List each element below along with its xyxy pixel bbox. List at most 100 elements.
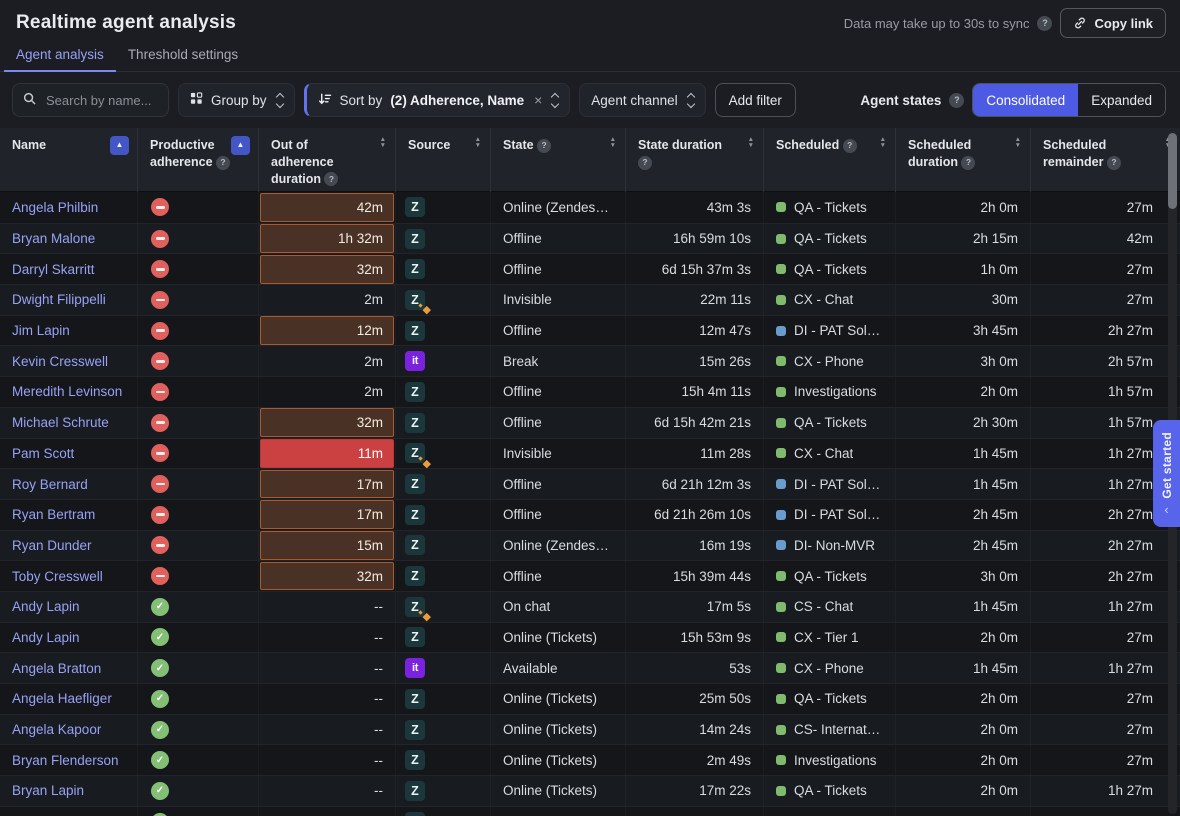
toggle-consolidated[interactable]: Consolidated [973, 84, 1079, 116]
sort-toggle-icon[interactable]: ▲▼ [879, 136, 886, 149]
table-row: Ryan Bertram 17m Z Offline 6d 21h 26m 10s DI … [0, 498, 1180, 530]
column-header-scheduled-remainder[interactable]: Scheduled remainder ? ▲▼ [1030, 128, 1180, 194]
tab-threshold-settings[interactable]: Threshold settings [127, 47, 239, 62]
agent-name-link[interactable]: Ryan Dunder [12, 537, 92, 553]
cell-state: Online (Tickets) [490, 623, 625, 653]
get-started-tab[interactable]: Get started ‹ [1153, 420, 1180, 527]
agent-channel-dropdown[interactable]: Agent channel [579, 83, 706, 117]
chevron-left-icon: ‹ [1164, 501, 1169, 517]
out-of-adherence-value: -- [374, 752, 383, 768]
agent-name-link[interactable]: Jim Lapin [12, 323, 70, 339]
column-header-state[interactable]: State ? ▲ ▼ [490, 128, 625, 194]
adherence-bad-icon [151, 321, 169, 340]
cell-scheduled: QA - Tickets [763, 192, 895, 223]
cell-state: Offline [490, 254, 625, 284]
out-of-adherence-value: -- [374, 660, 383, 676]
agent-name-link[interactable]: Ryan Bertram [12, 507, 96, 523]
agent-name-link[interactable]: Dwight Filippelli [12, 292, 106, 308]
column-help-icon[interactable]: ? [638, 155, 652, 170]
sort-toggle-icon[interactable]: ▲▼ [379, 136, 386, 149]
agent-name-link[interactable]: Toby Cresswell [12, 568, 103, 584]
copy-link-button[interactable]: Copy link [1060, 8, 1166, 38]
cell-out-of-adherence: -- [258, 715, 395, 745]
column-header-scheduled-duration[interactable]: Scheduled duration ? ▲ ▼ [895, 128, 1030, 194]
scheduled-green-dot [776, 233, 786, 244]
sort-toggle-icon[interactable]: ▲▼ [474, 136, 481, 149]
column-help-icon[interactable]: ? [324, 172, 339, 187]
cell-name: Angela Kapoor [0, 715, 137, 745]
column-header-scheduled[interactable]: Scheduled ? ▲ ▼ [763, 128, 895, 194]
toggle-expanded[interactable]: Expanded [1078, 84, 1165, 116]
agent-name-link[interactable]: Darryl Skarritt [12, 261, 95, 277]
column-help-icon[interactable]: ? [537, 138, 552, 153]
table-row: Michael Schrute 32m Z Offline 6d 15h 42m 21s… [0, 406, 1180, 438]
agent-name-link[interactable]: Angela Bratton [12, 660, 102, 676]
column-label: Productive adherence ? [150, 138, 231, 170]
tab-bar: Agent analysis Threshold settings [0, 42, 1180, 72]
clear-sort-icon[interactable]: × [534, 92, 543, 108]
tab-agent-analysis[interactable]: Agent analysis [4, 47, 116, 72]
get-started-label: Get started [1159, 432, 1174, 499]
state-value: Invisible [503, 292, 552, 308]
group-by-icon [190, 92, 203, 108]
agent-name-link[interactable]: Pam Scott [12, 445, 75, 461]
cell-out-of-adherence: -- [258, 653, 395, 683]
add-filter-button[interactable]: Add filter [714, 83, 796, 117]
column-header-name[interactable]: Name ▲ [0, 128, 137, 194]
group-by-dropdown[interactable]: Group by [178, 83, 295, 117]
sort-toggle-icon[interactable]: ▲▼ [747, 136, 754, 149]
cell-state-duration [625, 807, 763, 816]
cell-scheduled-remainder: 27m [1030, 285, 1180, 315]
column-header-state-duration[interactable]: State duration ? ▲ ▼ [625, 128, 763, 194]
cell-productive-adherence [137, 439, 258, 469]
agent-name-link[interactable]: Angela Philbin [12, 199, 99, 215]
agent-name-link[interactable]: Andy Lapin [12, 599, 80, 615]
scheduled-value: QA - Tickets [794, 261, 867, 277]
column-header-out-of-adherence-duration[interactable]: Out of adherence duration ? ▲ ▼ [258, 128, 395, 194]
search-box[interactable] [12, 83, 169, 117]
cell-source: Z [395, 776, 490, 806]
column-help-icon[interactable]: ? [216, 155, 231, 170]
sort-by-chip[interactable]: Sort by (2) Adherence, Name × [303, 83, 571, 117]
sort-toggle-icon[interactable]: ▲▼ [1165, 136, 1171, 149]
column-header-productive-adherence[interactable]: Productive adherence ? ▲ [137, 128, 258, 194]
cell-state: Online (Tickets) [490, 745, 625, 775]
cell-state: Offline [490, 500, 625, 530]
column-help-icon[interactable]: ? [1106, 155, 1121, 170]
column-help-icon[interactable]: ? [961, 155, 976, 170]
out-of-adherence-value: -- [374, 599, 383, 615]
sort-ascending-badge[interactable]: ▲ [231, 136, 250, 155]
out-of-adherence-value: 2m [364, 384, 383, 400]
cell-scheduled: QA - Tickets [763, 254, 895, 284]
agent-name-link[interactable]: Michael Schrute [12, 415, 109, 431]
agent-name-link[interactable]: Bryan Flenderson [12, 752, 119, 768]
agent-name-link[interactable]: Bryan Lapin [12, 783, 85, 799]
agent-name-link[interactable]: Bryan Malone [12, 231, 96, 247]
sort-ascending-badge[interactable]: ▲ [110, 136, 129, 155]
source-zendesk-icon: Z [405, 504, 425, 525]
agent-states-help-icon[interactable]: ? [949, 92, 965, 108]
agent-name-link[interactable]: Andy Lapin [12, 629, 80, 645]
search-input[interactable] [44, 91, 154, 109]
table-row: Pam Scott 11m Z Invisible 11m 28s CX - Chat 1h… [0, 437, 1180, 469]
agent-name-link[interactable]: Angela Haefliger [12, 691, 112, 707]
agent-name-link[interactable]: Roy Bernard [12, 476, 88, 492]
agent-name-link[interactable]: Kevin Cresswell [12, 353, 109, 369]
cell-state-duration: 17m 5s [625, 592, 763, 622]
column-help-icon[interactable]: ? [842, 138, 857, 153]
agent-name-link[interactable]: Meredith Levinson [12, 384, 123, 400]
agent-name-link[interactable]: Angela Kapoor [12, 722, 102, 738]
out-of-adherence-value: -- [374, 629, 383, 645]
source-zendesk-icon: Z [405, 566, 425, 587]
sort-toggle-icon[interactable]: ▲▼ [1014, 136, 1021, 149]
cell-source: Z [395, 592, 490, 622]
column-header-source[interactable]: Source ▲ ▼ [395, 128, 490, 194]
cell-scheduled-duration: 2h 45m [895, 500, 1030, 530]
scrollbar-thumb[interactable] [1168, 133, 1177, 209]
cell-productive-adherence: ✓ [137, 623, 258, 653]
cell-scheduled-remainder: 1h 27m [1030, 469, 1180, 499]
sort-toggle-icon[interactable]: ▲▼ [609, 136, 616, 149]
sync-help-icon[interactable]: ? [1037, 15, 1053, 31]
cell-state-duration: 6d 21h 26m 10s [625, 500, 763, 530]
cell-source: Z [395, 715, 490, 745]
